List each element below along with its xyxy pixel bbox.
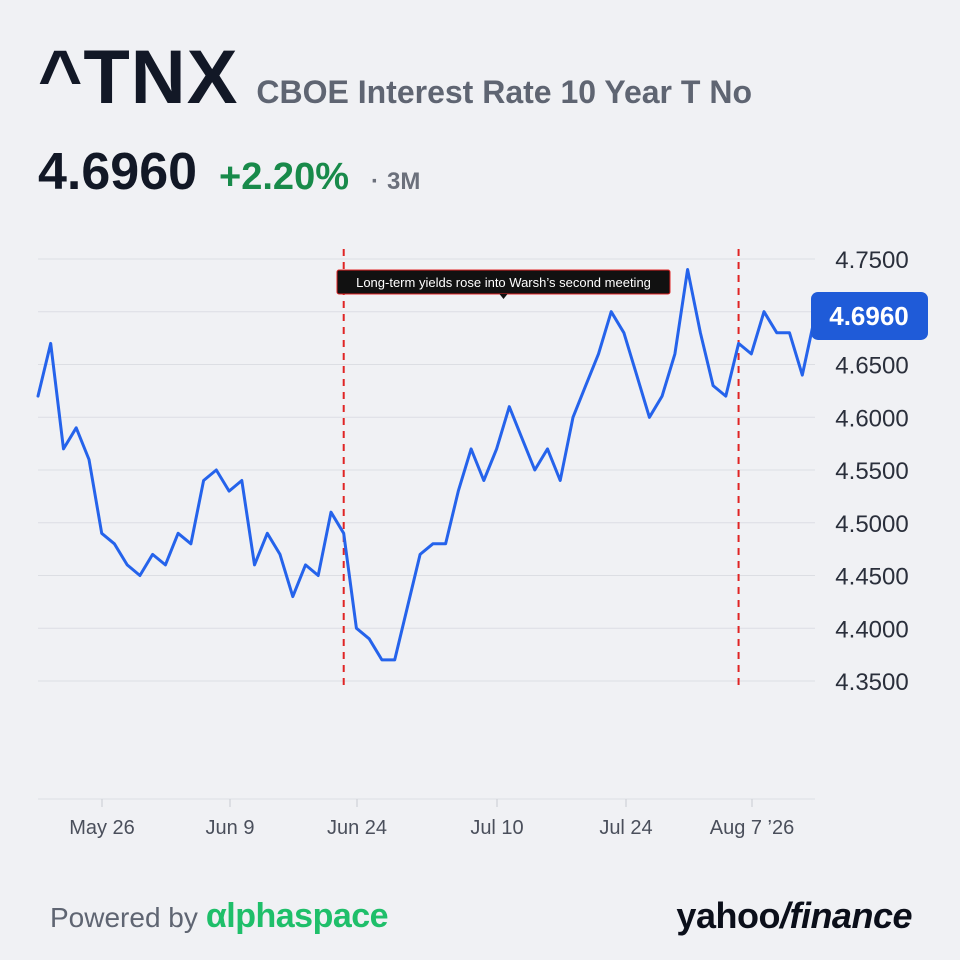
x-axis: May 26 Jun 9 Jun 24 Jul 10 Jul 24 Aug 7 ’26 (69, 799, 794, 839)
yield-line-chart: 4.75004.70004.65004.60004.55004.50004.45… (36, 247, 928, 839)
tooltip-text: Long-term yields rose into Warsh’s secon… (356, 275, 651, 290)
alphaspace-logo: αlphaspace (205, 896, 389, 935)
series-layer (36, 268, 817, 662)
powered-by: Powered by αlphaspace (50, 896, 389, 936)
x-tick-label: May 26 (69, 817, 135, 839)
last-price-label: 4.6960 (829, 301, 909, 331)
x-tick-label: Jun 24 (327, 817, 387, 839)
powered-by-text: Powered by (50, 901, 198, 933)
y-tick-label: 4.5500 (835, 458, 908, 485)
percent-change: +2.20% (219, 156, 349, 198)
x-tick-label: Aug 7 ’26 (710, 817, 795, 839)
logo-finance: finance (789, 895, 912, 936)
x-tick-label: Jul 10 (470, 817, 523, 839)
series-line (36, 268, 817, 662)
gridlines (38, 258, 815, 800)
ticker-symbol: ^TNX (38, 35, 239, 120)
last-price-badge: 4.6960 (811, 291, 928, 340)
event-markers (342, 249, 740, 690)
tooltip-pointer (499, 294, 508, 299)
period-label: 3M (387, 168, 421, 195)
event-tooltip: Long-term yields rose into Warsh’s secon… (336, 269, 671, 299)
x-tick-label: Jul 24 (599, 817, 652, 839)
y-tick-label: 4.4500 (835, 564, 908, 591)
last-price-badge-bg (811, 291, 928, 340)
y-tick-label: 4.7500 (835, 247, 908, 274)
yahoo-finance-logo: yahoo/finance (676, 895, 912, 937)
chart-labels: Long-term yields rose into Warsh’s secon… (336, 269, 928, 340)
price-row: 4.6960 +2.20% · 3M (38, 142, 920, 202)
y-tick-label: 4.4000 (835, 616, 908, 643)
title-row: ^TNX CBOE Interest Rate 10 Year T No (38, 40, 920, 116)
security-name: CBOE Interest Rate 10 Year T No (256, 74, 752, 110)
footer: Powered by αlphaspace yahoo/finance (50, 895, 912, 937)
period-separator: · (371, 168, 379, 195)
period-selector[interactable]: · 3M (371, 168, 420, 196)
logo-slash: / (779, 895, 790, 936)
quote-header: ^TNX CBOE Interest Rate 10 Year T No 4.6… (38, 40, 920, 202)
x-tick-label: Jun 9 (206, 817, 255, 839)
y-tick-label: 4.5000 (835, 511, 908, 538)
logo-yahoo: yahoo (676, 895, 780, 936)
y-tick-label: 4.6000 (835, 405, 908, 432)
current-price: 4.6960 (38, 143, 198, 201)
y-tick-label: 4.3500 (835, 669, 908, 696)
y-tick-label: 4.6500 (835, 353, 908, 380)
